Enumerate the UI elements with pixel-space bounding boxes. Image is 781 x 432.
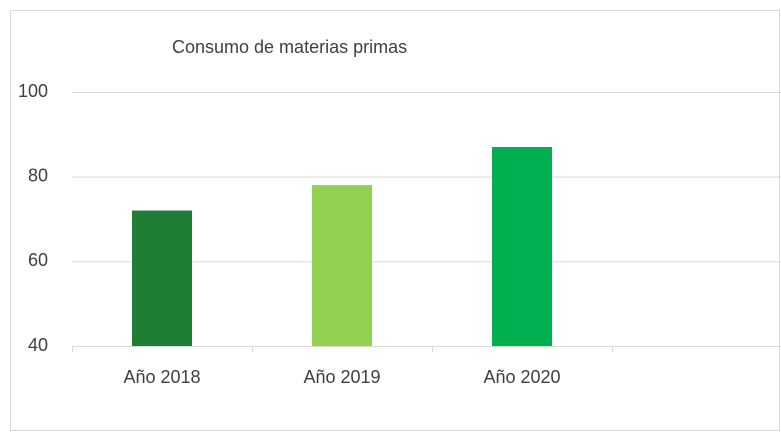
- y-tick-label: 100: [18, 81, 48, 101]
- chart-title: Consumo de materias primas: [172, 37, 407, 57]
- bar: [492, 147, 552, 346]
- x-tick-label: Año 2019: [303, 367, 380, 387]
- y-tick-label: 60: [28, 250, 48, 270]
- x-tick-label: Año 2020: [483, 367, 560, 387]
- y-tick-label: 80: [28, 165, 48, 185]
- chart-frame: [10, 10, 780, 431]
- bar: [312, 185, 372, 346]
- y-tick-label: 40: [28, 335, 48, 355]
- bar: [132, 210, 192, 346]
- x-tick-label: Año 2018: [123, 367, 200, 387]
